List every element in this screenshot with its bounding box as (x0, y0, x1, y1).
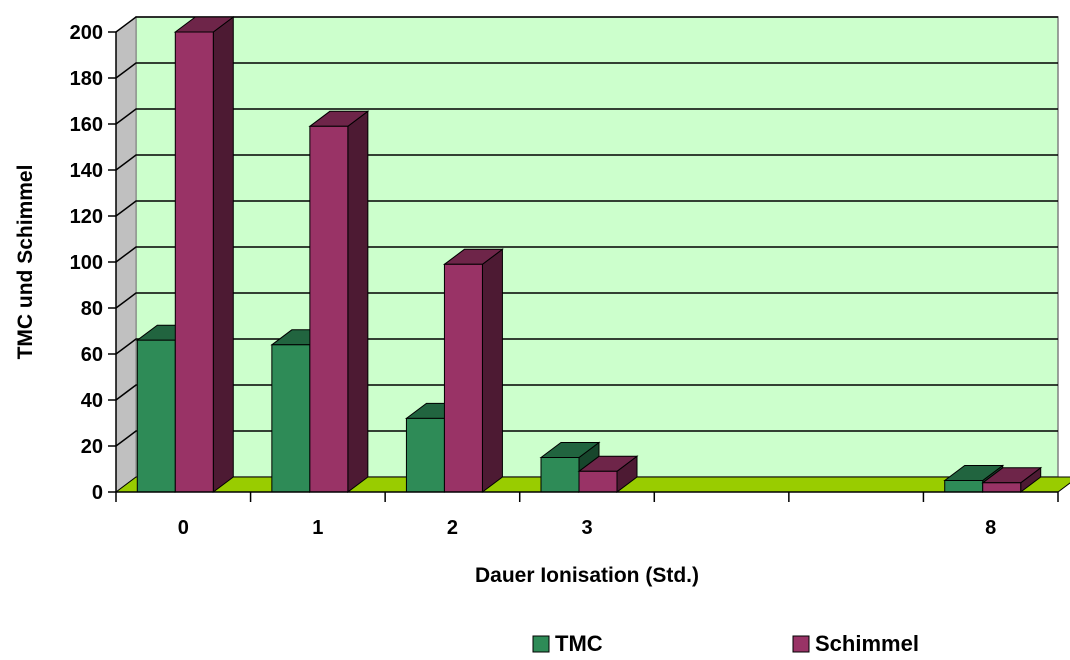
legend-item-schimmel: Schimmel (792, 631, 919, 656)
tick-labels: 0 20 40 60 80 100 120 140 160 180 200 0 1 2 3 8 (70, 22, 997, 539)
y-axis-title: TMC und Schimmel (14, 165, 37, 360)
x-tick-label-8: 8 (985, 517, 996, 539)
gridline (115, 338, 1058, 355)
y-tick-label-140: 140 (70, 160, 103, 182)
gridline (115, 430, 1058, 447)
legend-swatch-tmc (532, 635, 550, 653)
y-tick-label-0: 0 (92, 482, 103, 504)
legend-swatch-schimmel (792, 635, 810, 653)
legend-label-tmc: TMC (555, 631, 603, 656)
bars (135, 16, 1043, 494)
gridline (115, 154, 1058, 171)
y-tick-label-80: 80 (81, 298, 103, 320)
legend-label-schimmel: Schimmel (815, 631, 919, 656)
gridline (115, 246, 1058, 263)
x-tick-label-2: 2 (447, 517, 458, 539)
bar-schimmel-1 (308, 110, 370, 493)
gridline (115, 62, 1058, 79)
gridline (115, 108, 1058, 125)
y-tick-label-200: 200 (70, 22, 103, 44)
bar-schimmel-0 (173, 16, 235, 493)
plot-background (115, 16, 1059, 493)
legend-item-tmc: TMC (532, 631, 603, 656)
x-tick-label-1: 1 (312, 517, 323, 539)
y-tick-label-100: 100 (70, 252, 103, 274)
x-tick-label-3: 3 (581, 517, 592, 539)
axes (108, 31, 1059, 502)
y-tick-label-120: 120 (70, 206, 103, 228)
bar-schimmel-3 (577, 455, 639, 493)
y-tick-label-20: 20 (81, 436, 103, 458)
gridline (115, 384, 1058, 401)
legend: TMC Schimmel (532, 631, 919, 656)
y-tick-label-180: 180 (70, 68, 103, 90)
gridline (115, 200, 1058, 217)
bar-schimmel-2 (442, 248, 504, 493)
y-tick-label-40: 40 (81, 390, 103, 412)
y-tick-label-160: 160 (70, 114, 103, 136)
x-tick-label-0: 0 (178, 517, 189, 539)
y-tick-label-60: 60 (81, 344, 103, 366)
x-axis-title: Dauer Ionisation (Std.) (475, 564, 699, 587)
gridlines (115, 16, 1058, 447)
gridline (115, 292, 1058, 309)
gridline (115, 16, 1058, 33)
